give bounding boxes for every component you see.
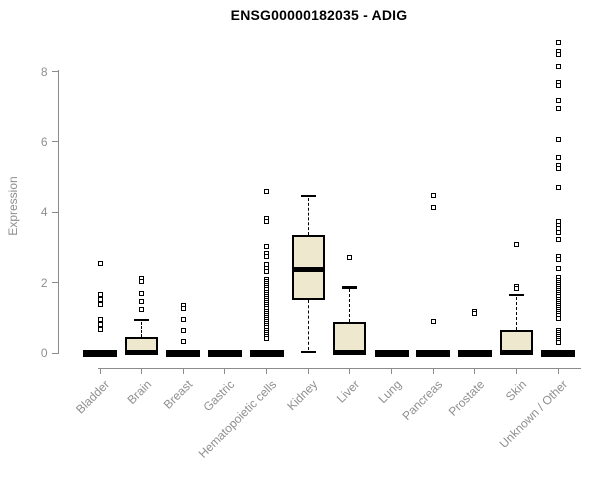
outlier-point <box>180 339 186 345</box>
outlier-point <box>514 241 520 247</box>
outlier-point <box>347 255 353 261</box>
y-tick-label: 8 <box>40 64 48 79</box>
median-line <box>500 350 534 356</box>
outlier-point <box>555 137 561 143</box>
whisker-upper <box>141 321 143 337</box>
box-collapsed <box>416 349 451 357</box>
outlier-point <box>139 299 145 305</box>
outlier-point <box>430 319 436 325</box>
y-tick-label: 0 <box>40 346 48 361</box>
x-tick <box>557 368 559 374</box>
box-collapsed <box>457 349 492 357</box>
outlier-point <box>555 165 561 171</box>
box-collapsed <box>249 349 284 357</box>
y-tick-label: 6 <box>40 134 48 149</box>
y-tick-label: 4 <box>40 205 48 220</box>
outlier-point <box>97 317 103 323</box>
box-collapsed <box>83 349 117 357</box>
y-tick <box>51 71 58 73</box>
outlier-point <box>472 311 478 316</box>
x-tick <box>474 368 476 374</box>
x-tick <box>307 368 309 374</box>
x-tick <box>349 368 351 374</box>
outlier-point <box>97 292 103 298</box>
x-tick <box>391 368 393 374</box>
outlier-point <box>139 278 145 284</box>
box-collapsed <box>166 349 201 357</box>
y-tick <box>51 211 58 213</box>
median-line <box>333 350 367 356</box>
x-tick <box>224 368 226 374</box>
whisker-cap-lower <box>300 350 316 354</box>
median-line <box>291 267 325 273</box>
box <box>333 321 367 354</box>
outlier-point <box>264 269 270 275</box>
median-line <box>125 350 159 356</box>
outlier-point <box>555 83 561 89</box>
x-tick <box>266 368 268 374</box>
outlier-point <box>430 193 436 198</box>
outlier-point <box>555 64 561 70</box>
outlier-point <box>430 204 436 210</box>
y-tick-label: 2 <box>40 275 48 290</box>
outlier-point <box>555 184 561 190</box>
whisker-upper <box>349 289 351 322</box>
outlier-point <box>264 253 270 259</box>
whisker-cap-upper <box>300 194 316 197</box>
y-tick <box>51 141 58 143</box>
outlier-point <box>555 97 561 103</box>
y-tick <box>51 282 58 284</box>
outlier-point <box>139 307 145 313</box>
y-axis-title: Expression <box>6 176 20 236</box>
outlier-point <box>555 106 561 112</box>
outlier-point <box>180 317 186 323</box>
outlier-point <box>97 297 103 303</box>
outlier-point <box>555 52 561 58</box>
y-tick <box>51 352 58 354</box>
x-tick-label: Unknown / Other <box>496 377 571 451</box>
outlier-point <box>264 189 270 195</box>
outlier-point <box>264 219 270 225</box>
outlier-point <box>97 260 103 266</box>
x-tick <box>432 368 434 374</box>
outlier-point <box>180 305 186 311</box>
outlier-point <box>97 302 103 308</box>
x-tick <box>182 368 184 374</box>
outlier-point <box>555 155 561 161</box>
outlier-point <box>97 322 103 328</box>
chart-title: ENSG00000182035 - ADIG <box>230 7 408 23</box>
outlier-point <box>180 327 186 333</box>
whisker-lower <box>307 300 309 350</box>
x-tick <box>141 368 143 374</box>
x-tick <box>99 368 101 374</box>
whisker-upper <box>307 197 309 235</box>
box-collapsed <box>541 349 576 357</box>
whisker-upper <box>516 296 518 331</box>
whisker-cap-upper <box>509 293 525 297</box>
outlier-point <box>555 340 561 346</box>
outlier-point <box>555 315 561 321</box>
outlier-point <box>555 40 561 46</box>
outlier-point <box>555 230 561 236</box>
y-axis-line <box>57 70 59 354</box>
outlier-point <box>139 290 145 296</box>
whisker-cap-upper <box>342 286 358 289</box>
outlier-point <box>514 286 520 292</box>
outlier-point <box>555 257 561 263</box>
outlier-point <box>555 265 561 271</box>
outlier-point <box>555 237 561 243</box>
x-tick <box>516 368 518 374</box>
outlier-point <box>264 336 270 341</box>
x-axis-line <box>98 368 581 369</box>
outlier-point <box>97 327 103 333</box>
whisker-cap-upper <box>134 318 150 322</box>
outlier-point <box>264 244 270 250</box>
box-collapsed <box>207 349 242 357</box>
box-collapsed <box>374 349 409 357</box>
